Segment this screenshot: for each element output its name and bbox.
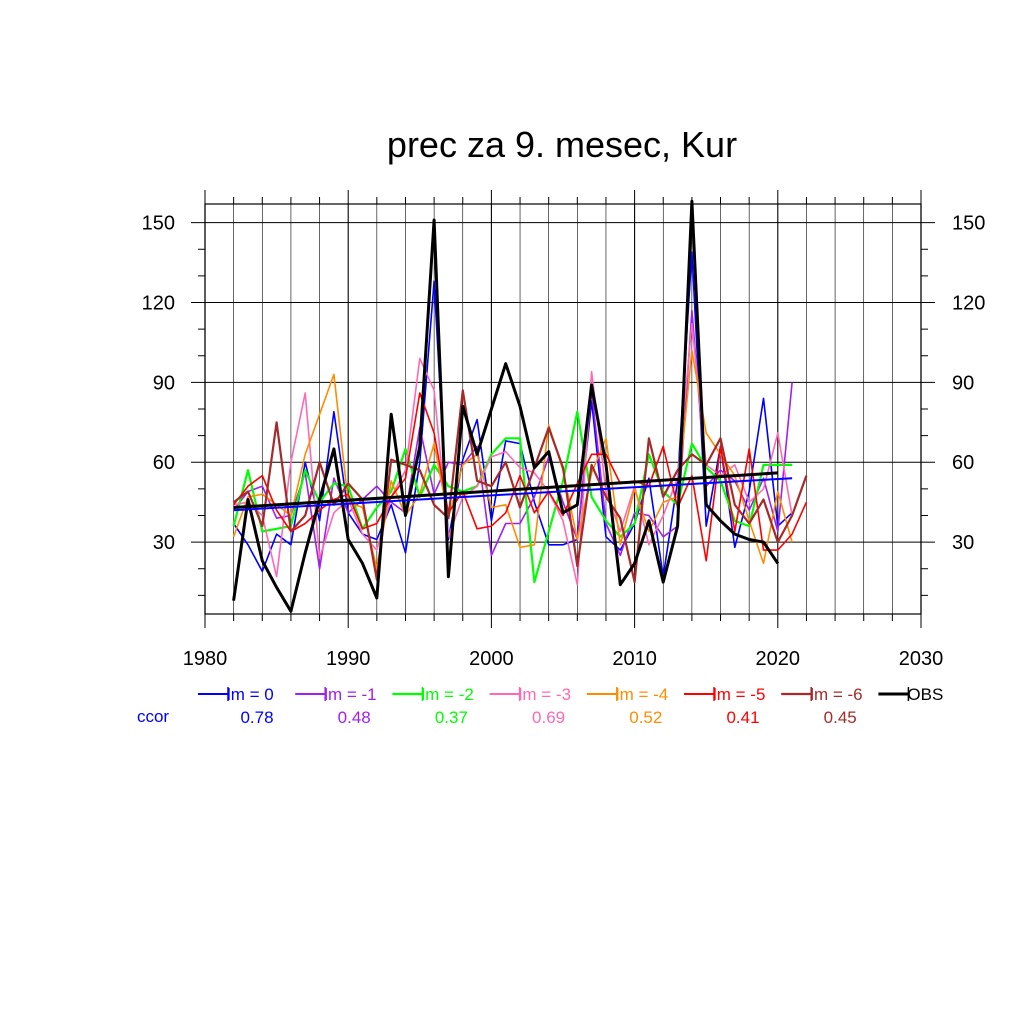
axis-ticks: 1980 1990 2000 2010 2020 2030 30 30 60 60 90 90 120 1… xyxy=(142,190,985,670)
legend-label: lm = -3 xyxy=(519,685,571,704)
legend-label: OBS xyxy=(907,685,943,704)
y-tick-label-left: 120 xyxy=(142,293,175,315)
ccor-value: 0.45 xyxy=(824,708,857,727)
plot-area xyxy=(232,199,808,613)
x-tick-label: 2000 xyxy=(469,648,514,670)
y-tick-label-right: 120 xyxy=(952,293,985,315)
y-tick-label-left: 60 xyxy=(153,452,175,474)
chart-title: prec za 9. mesec, Kur xyxy=(387,124,737,165)
grid xyxy=(204,204,922,614)
ccor-label: ccor xyxy=(137,707,169,726)
series-line xyxy=(232,349,793,570)
ccor-value: 0.48 xyxy=(338,708,371,727)
series-line xyxy=(232,410,793,584)
legend-label: lm = -6 xyxy=(810,685,862,704)
plot-frame xyxy=(204,203,922,615)
trend-line xyxy=(233,477,793,512)
plot-border xyxy=(204,203,922,615)
ccor-value: 0.69 xyxy=(532,708,565,727)
ccor-value: 0.52 xyxy=(629,708,662,727)
ccor-value: 0.78 xyxy=(240,708,273,727)
x-tick-label: 1980 xyxy=(183,648,228,670)
legend: ccor lm = 0 0.78 lm = -1 0.48 lm = -2 0.37 lm =… xyxy=(137,685,943,727)
y-tick-label-left: 90 xyxy=(153,372,175,394)
series-line xyxy=(232,392,808,562)
legend-label: lm = -4 xyxy=(616,685,668,704)
y-tick-label-right: 30 xyxy=(952,532,974,554)
y-tick-label-right: 60 xyxy=(952,452,974,474)
y-tick-label-right: 150 xyxy=(952,213,985,235)
series-line xyxy=(232,389,808,584)
ccor-value: 0.37 xyxy=(435,708,468,727)
x-tick-label: 2030 xyxy=(899,648,944,670)
x-tick-label: 2010 xyxy=(612,648,657,670)
y-tick-label-right: 90 xyxy=(952,372,974,394)
series-line xyxy=(232,199,780,613)
legend-label: lm = -1 xyxy=(324,685,376,704)
legend-label: lm = -2 xyxy=(421,685,473,704)
legend-label: lm = -5 xyxy=(713,685,765,704)
y-tick-label-left: 150 xyxy=(142,213,175,235)
trend-line xyxy=(233,471,778,509)
x-tick-label: 1990 xyxy=(326,648,371,670)
y-tick-label-left: 30 xyxy=(153,532,175,554)
legend-label: lm = 0 xyxy=(227,685,274,704)
x-tick-label: 2020 xyxy=(756,648,801,670)
ccor-value: 0.41 xyxy=(726,708,759,727)
